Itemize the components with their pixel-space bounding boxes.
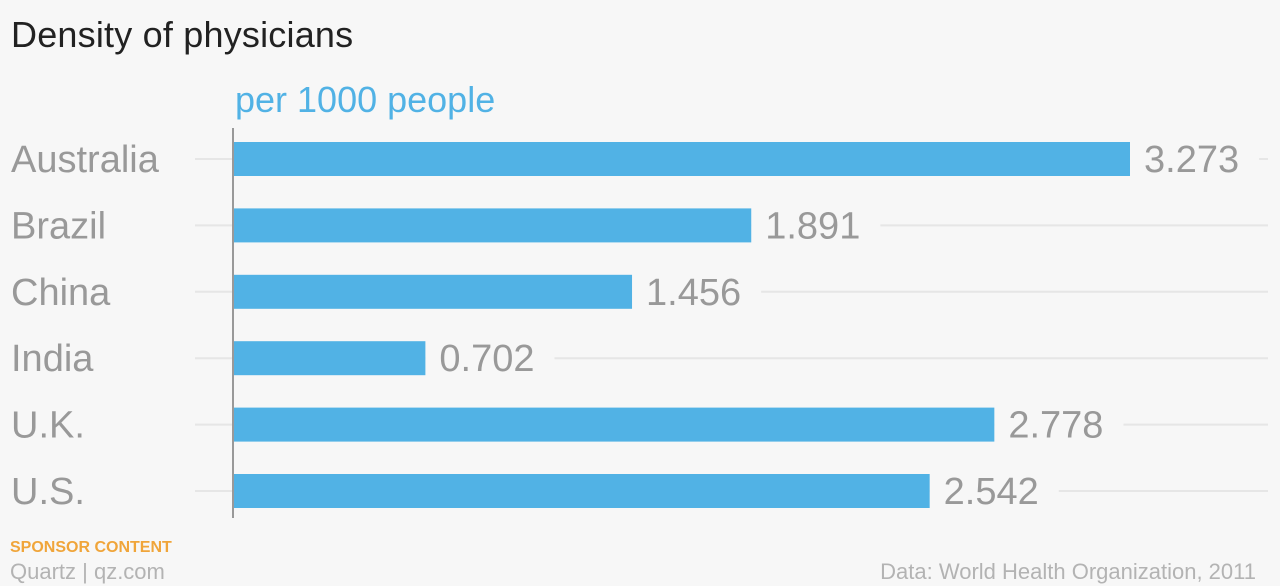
category-label: Brazil	[11, 205, 106, 247]
category-label: China	[11, 272, 111, 314]
sponsor-label: SPONSOR CONTENT	[10, 539, 172, 556]
category-labels: Australia Brazil China India U.K. U.S.	[11, 139, 160, 513]
unit-label: per 1000 people	[235, 79, 496, 120]
value-label: 2.542	[944, 471, 1039, 513]
bar	[233, 341, 426, 376]
source-label: Data: World Health Organization, 2011	[880, 559, 1256, 584]
bars	[233, 142, 1130, 508]
bar	[233, 142, 1130, 176]
value-mask	[632, 288, 762, 295]
value-label: 0.702	[439, 338, 534, 380]
label-mask	[7, 288, 130, 295]
bar	[233, 474, 930, 508]
bar	[233, 407, 995, 442]
value-label: 2.778	[1008, 405, 1103, 447]
category-label: India	[11, 338, 94, 380]
value-mask	[751, 222, 881, 229]
bar	[233, 274, 633, 309]
value-mask	[929, 488, 1059, 494]
value-mask	[425, 355, 555, 362]
value-mask	[1130, 156, 1260, 162]
chart-title: Density of physicians	[11, 14, 354, 55]
value-label: 1.456	[646, 272, 741, 314]
brand-label: Quartz | qz.com	[10, 559, 165, 584]
value-label: 3.273	[1144, 139, 1239, 181]
category-label: Australia	[11, 139, 160, 181]
label-mask	[7, 222, 125, 229]
label-mask	[7, 355, 113, 362]
category-label: U.S.	[11, 471, 85, 513]
value-label: 1.891	[765, 205, 860, 247]
category-label: U.K.	[11, 405, 85, 447]
value-mask	[994, 421, 1124, 428]
label-mask	[7, 156, 178, 162]
label-mask	[7, 488, 103, 494]
label-mask	[7, 421, 103, 428]
value-labels: 3.273 1.891 1.456 0.702 2.778 2.542	[439, 139, 1239, 513]
bar	[233, 208, 752, 243]
